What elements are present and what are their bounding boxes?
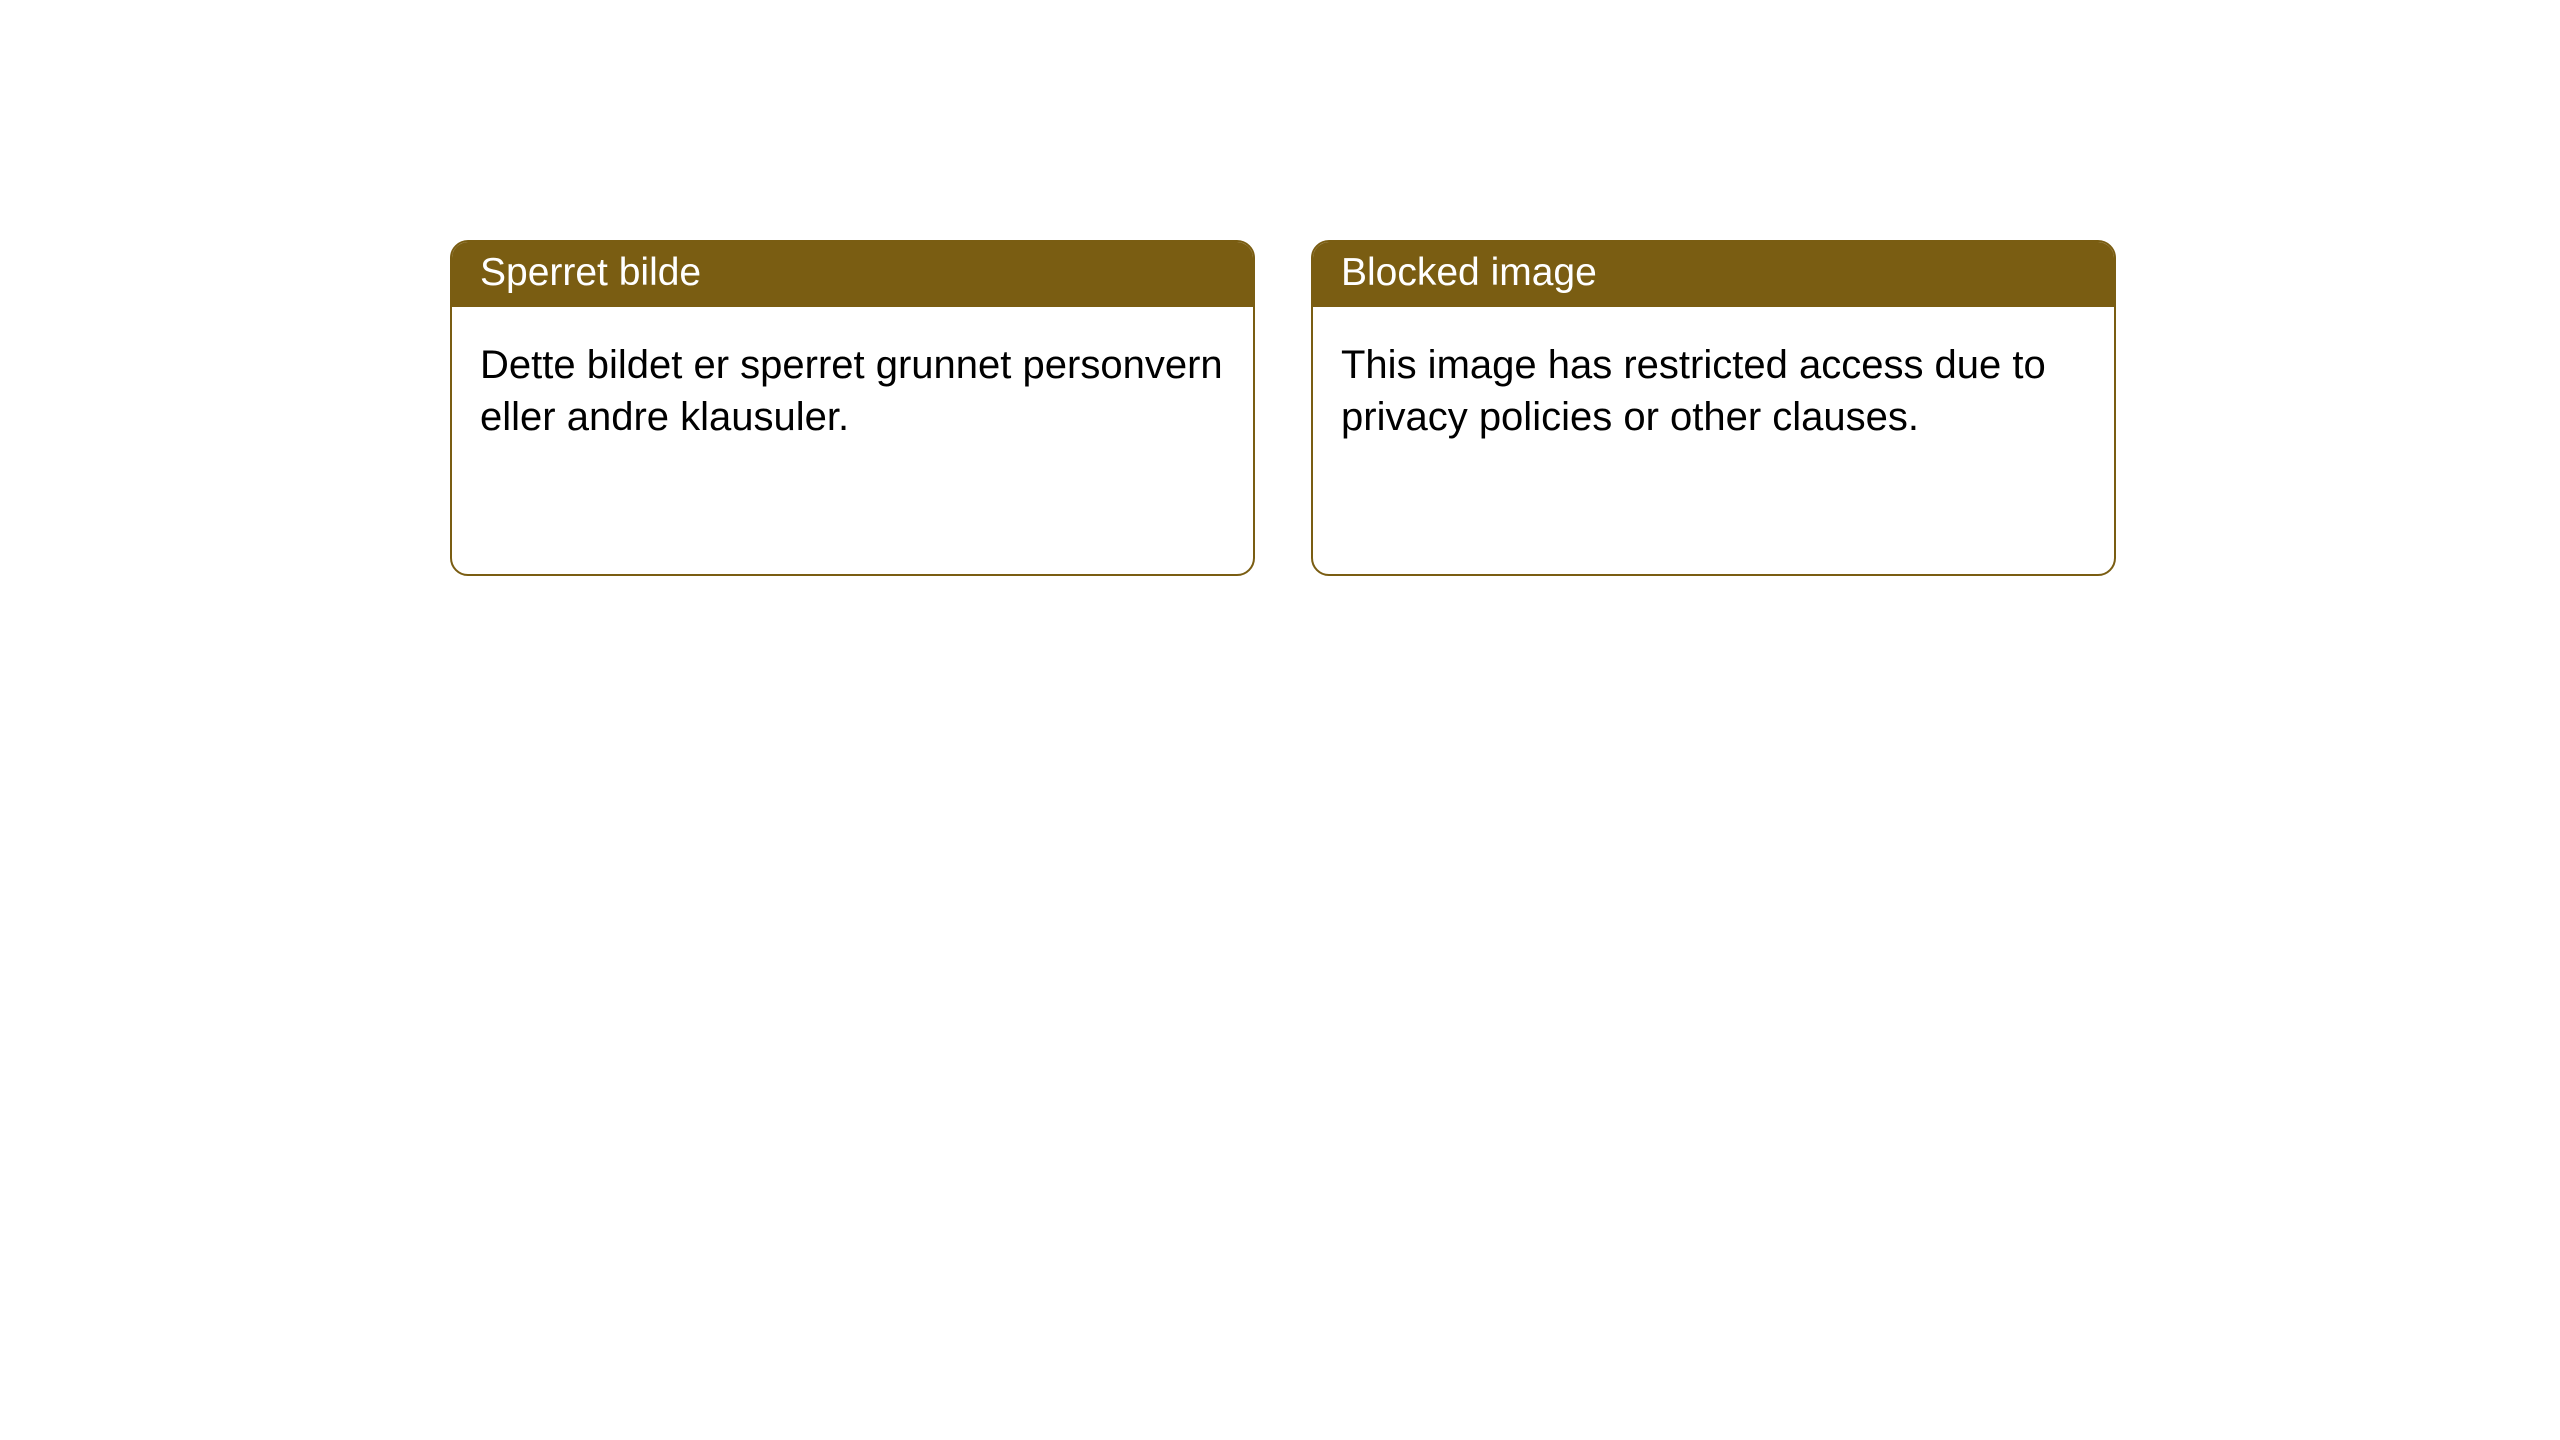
notice-title: Sperret bilde — [480, 251, 701, 294]
notice-header: Sperret bilde — [452, 242, 1253, 307]
notice-body: This image has restricted access due to … — [1313, 307, 2114, 475]
notice-body-text: This image has restricted access due to … — [1341, 343, 2046, 439]
notice-title: Blocked image — [1341, 251, 1597, 294]
notice-container: Sperret bilde Dette bildet er sperret gr… — [0, 0, 2560, 576]
notice-body: Dette bildet er sperret grunnet personve… — [452, 307, 1253, 475]
notice-card-english: Blocked image This image has restricted … — [1311, 240, 2116, 576]
notice-header: Blocked image — [1313, 242, 2114, 307]
notice-card-norwegian: Sperret bilde Dette bildet er sperret gr… — [450, 240, 1255, 576]
notice-body-text: Dette bildet er sperret grunnet personve… — [480, 343, 1223, 439]
